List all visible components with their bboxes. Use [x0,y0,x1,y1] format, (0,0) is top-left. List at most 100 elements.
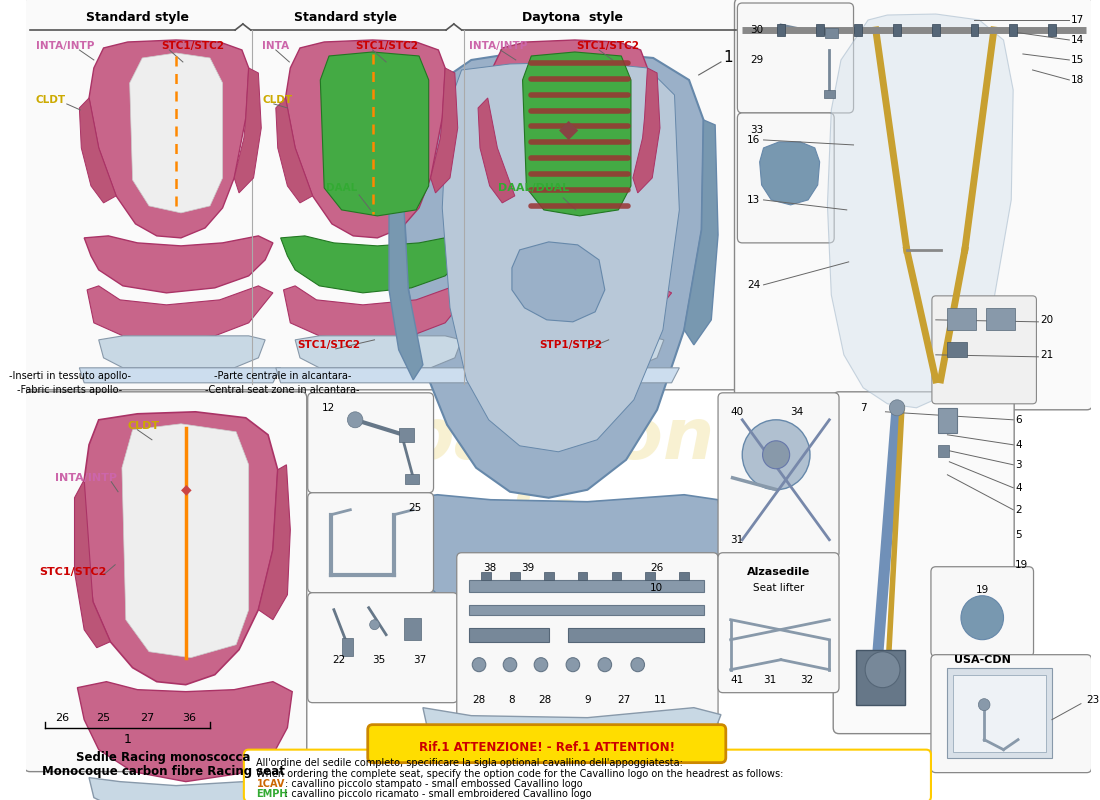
Text: CLDT: CLDT [262,95,293,105]
Circle shape [566,658,580,672]
Text: 6: 6 [1015,415,1022,425]
Text: Standard style: Standard style [294,11,397,25]
Text: 2: 2 [1015,505,1022,514]
Bar [680,572,689,580]
Polygon shape [89,774,293,800]
Text: 39: 39 [521,562,535,573]
Polygon shape [483,236,672,293]
Text: 26: 26 [650,562,663,573]
Polygon shape [284,286,470,340]
Polygon shape [276,368,477,383]
Polygon shape [760,142,820,205]
Bar [937,445,949,457]
Text: -Inserti in tessuto apollo-: -Inserti in tessuto apollo- [9,371,131,381]
Polygon shape [470,580,704,592]
Bar [857,650,905,705]
Bar [825,28,838,38]
Circle shape [742,420,810,490]
Circle shape [348,412,363,428]
Bar [398,428,415,442]
Polygon shape [130,53,222,213]
Circle shape [865,652,900,688]
Text: INTA/INTP: INTA/INTP [55,473,118,482]
Text: 9: 9 [584,694,591,705]
Text: 10: 10 [650,582,663,593]
FancyBboxPatch shape [367,725,726,762]
FancyBboxPatch shape [456,553,718,748]
Text: Standard style: Standard style [86,11,189,25]
Bar [937,408,957,433]
Circle shape [598,658,612,672]
Text: 38: 38 [483,562,496,573]
Polygon shape [280,236,470,293]
Polygon shape [79,98,117,203]
Text: 41: 41 [730,674,744,685]
Polygon shape [478,368,680,383]
Polygon shape [414,610,718,708]
Text: Monocoque carbon fibre Racing seat: Monocoque carbon fibre Racing seat [42,765,285,778]
Polygon shape [258,465,290,620]
Text: 7: 7 [860,403,867,413]
Bar [947,342,967,357]
Polygon shape [442,62,680,452]
Bar [893,24,901,36]
Polygon shape [422,708,720,752]
FancyBboxPatch shape [737,3,854,113]
FancyBboxPatch shape [24,392,307,772]
FancyBboxPatch shape [735,0,1092,410]
Text: INTA/INTP: INTA/INTP [36,41,95,51]
Text: passion
for performance: passion for performance [228,406,890,554]
Text: 15: 15 [1071,55,1085,65]
Polygon shape [99,336,265,368]
Text: 16: 16 [747,135,760,145]
Text: 21: 21 [1041,350,1054,360]
Text: DAAL/DUAL: DAAL/DUAL [498,183,570,193]
Polygon shape [404,52,704,498]
Polygon shape [684,120,718,345]
Polygon shape [89,40,249,238]
Polygon shape [75,480,110,648]
Text: 37: 37 [414,654,427,665]
Text: 31: 31 [730,534,744,545]
Polygon shape [79,368,280,383]
Circle shape [889,400,905,416]
Polygon shape [486,286,672,340]
FancyBboxPatch shape [737,113,834,243]
Text: 29: 29 [750,55,763,65]
Text: 30: 30 [750,25,763,35]
Text: 33: 33 [750,125,763,135]
FancyBboxPatch shape [931,654,1091,773]
Text: 40: 40 [730,407,744,417]
Text: 4: 4 [1015,440,1022,450]
Text: -Parte centrale in alcantara-: -Parte centrale in alcantara- [213,371,351,381]
Circle shape [472,658,486,672]
Polygon shape [947,668,1052,758]
Text: Rif.1 ATTENZIONE! - Ref.1 ATTENTION!: Rif.1 ATTENZIONE! - Ref.1 ATTENTION! [419,741,674,754]
Text: CLDT: CLDT [128,421,160,430]
Text: EMPH: EMPH [256,789,288,798]
Text: STC1/STC2: STC1/STC2 [40,566,107,577]
Text: 22: 22 [332,654,345,665]
Text: 28: 28 [472,694,485,705]
Text: Sedile Racing monoscocca: Sedile Racing monoscocca [76,751,251,764]
Polygon shape [632,68,660,193]
Text: 17: 17 [1071,15,1085,25]
Polygon shape [497,336,664,368]
FancyBboxPatch shape [244,750,931,800]
Polygon shape [295,336,462,368]
Text: STC1/STC2: STC1/STC2 [297,340,360,350]
Bar [1010,24,1018,36]
Polygon shape [522,52,631,216]
Polygon shape [234,68,262,193]
Text: 34: 34 [791,407,804,417]
Text: 11: 11 [653,694,667,705]
Polygon shape [568,628,704,642]
Polygon shape [478,98,515,203]
Text: 12: 12 [322,403,335,413]
Text: INTA/INTP: INTA/INTP [470,41,528,51]
FancyBboxPatch shape [718,553,839,693]
Text: STP1/STP2: STP1/STP2 [539,340,602,350]
Text: STC1/STC2: STC1/STC2 [162,41,224,51]
Polygon shape [122,424,249,658]
Text: 24: 24 [747,280,760,290]
